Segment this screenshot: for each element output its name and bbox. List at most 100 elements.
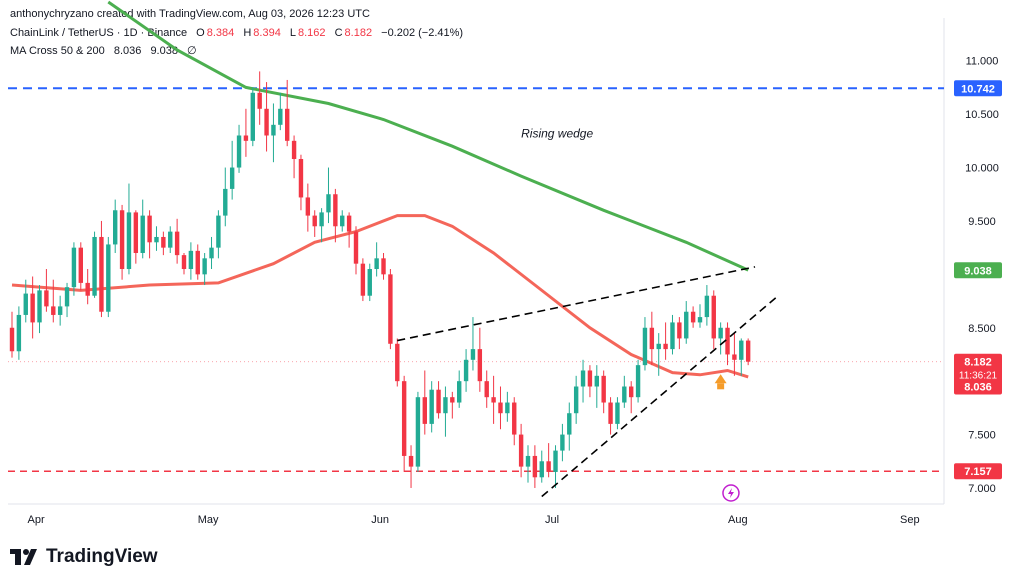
y-tick-label: 8.500 [968, 323, 996, 335]
candle-body [188, 250, 194, 270]
candle-body [656, 343, 661, 350]
ma-suffix: ∅ [187, 45, 197, 57]
ma-slow-price-label: 9.038 [964, 265, 992, 277]
breakout-arrow-stem [717, 383, 725, 390]
candle-body [601, 375, 606, 403]
candle-body [223, 188, 228, 216]
candle-body [64, 287, 70, 307]
candle-body [333, 194, 338, 227]
close-value: 8.182 [344, 27, 373, 39]
ma-fast-price-label: 8.036 [964, 382, 992, 394]
x-tick-label: Jun [371, 514, 389, 526]
candle-body [395, 343, 400, 382]
support-price-label-bg [954, 463, 1002, 480]
candle-body [360, 263, 366, 296]
high-label: H [243, 27, 252, 39]
candle-body [209, 247, 214, 259]
candle-body [567, 413, 572, 435]
candle-body [319, 212, 324, 227]
candle-body [539, 461, 544, 478]
high-value: 8.394 [253, 27, 281, 39]
candle-body [429, 389, 434, 424]
candle-body [119, 210, 125, 270]
candle-body [147, 215, 152, 243]
low-value: 8.162 [298, 27, 326, 39]
candle-body [229, 167, 235, 189]
candle-body [622, 386, 627, 403]
candle-body [401, 381, 407, 456]
candle-body [278, 108, 283, 125]
candle-body [649, 327, 655, 350]
candle-body [243, 135, 249, 141]
breakout-arrow-icon [714, 374, 727, 384]
wedge-annotation: Rising wedge [521, 127, 593, 141]
candle-body [326, 194, 331, 213]
ma-fast-price-label-bg [954, 378, 1002, 395]
candle-body [477, 349, 483, 382]
candle-body [690, 311, 696, 323]
wedge-upper-line [397, 266, 756, 342]
candle-body [450, 397, 455, 403]
candle-body [16, 314, 22, 352]
y-tick-label: 10.500 [965, 109, 999, 121]
candle-body [99, 236, 104, 312]
candle-body [161, 236, 166, 248]
candle-body [663, 343, 668, 350]
candle-body [353, 231, 359, 264]
y-tick-label: 11.000 [966, 56, 999, 68]
x-tick-label: Jul [545, 514, 559, 526]
candle-body [422, 397, 427, 424]
x-tick-label: May [198, 514, 219, 526]
candle-body [305, 197, 311, 216]
candle-body [92, 236, 97, 296]
candle-body [525, 455, 531, 467]
candle-body [484, 381, 489, 398]
candle-body [608, 402, 613, 424]
ma-legend[interactable]: MA Cross 50 & 200 8.036 9.038 ∅ [10, 44, 197, 57]
candle-body [71, 247, 77, 288]
candle-body [739, 340, 744, 360]
x-tick-label: Sep [900, 514, 920, 526]
event-icon [722, 484, 740, 502]
candle-body [285, 108, 290, 141]
candle-body [374, 258, 379, 270]
symbol-legend[interactable]: ChainLink / TetherUS · 1D · Binance O 8.3… [10, 27, 463, 39]
candle-body [168, 231, 173, 248]
candle-body [367, 269, 372, 296]
candle-body [546, 461, 551, 472]
change-value: −0.202 (−2.41%) [381, 27, 464, 39]
candle-body [44, 290, 49, 307]
candle-body [264, 108, 269, 136]
candle-body [312, 215, 317, 227]
chart-credit: anthonychryzano created with TradingView… [10, 8, 370, 20]
candle-body [498, 402, 503, 414]
candle-body [629, 386, 634, 398]
ma-slow-value: 9.038 [150, 45, 178, 57]
candle-body [594, 375, 599, 387]
candle-body [271, 124, 276, 136]
candle-body [642, 327, 648, 366]
candle-body [553, 450, 558, 472]
candle-body [573, 386, 579, 414]
candle-body [30, 293, 35, 323]
y-tick-label: 7.500 [968, 430, 996, 442]
candle-body [684, 311, 689, 339]
open-value: 8.384 [206, 27, 235, 39]
candle-body [704, 295, 710, 318]
candle-body [587, 370, 593, 387]
candle-body [106, 244, 111, 312]
candle-body [37, 290, 42, 323]
candle-body [532, 455, 538, 478]
candle-body [298, 158, 304, 198]
x-tick-label: Aug [728, 514, 748, 526]
countdown-label: 11:36:21 [959, 371, 998, 382]
ma-fast-value: 8.036 [113, 45, 142, 57]
candle-body [174, 231, 180, 256]
ma-slow-price-label-bg [954, 262, 1002, 279]
candle-body [195, 250, 200, 275]
candle-body [51, 306, 56, 315]
candle-body [436, 389, 441, 414]
candle-body [635, 365, 641, 398]
candle-body [745, 340, 751, 362]
